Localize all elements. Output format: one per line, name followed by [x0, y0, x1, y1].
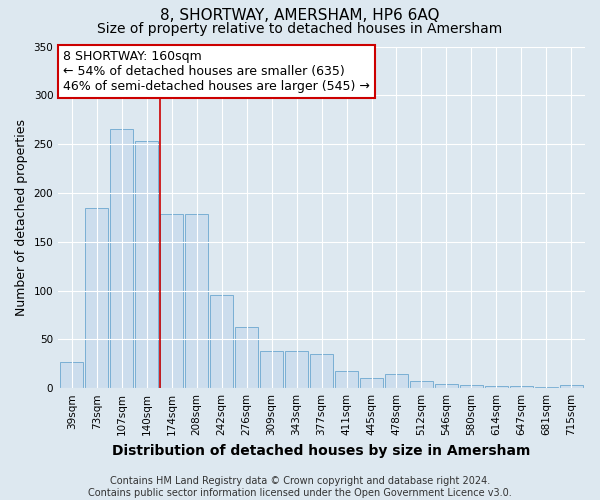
Bar	[435, 384, 458, 388]
Bar	[460, 386, 483, 388]
Bar	[85, 208, 109, 388]
Bar	[260, 351, 283, 388]
Bar	[310, 354, 333, 388]
Bar	[410, 382, 433, 388]
Text: 8 SHORTWAY: 160sqm
← 54% of detached houses are smaller (635)
46% of semi-detach: 8 SHORTWAY: 160sqm ← 54% of detached hou…	[64, 50, 370, 93]
Bar	[235, 326, 258, 388]
Text: 8, SHORTWAY, AMERSHAM, HP6 6AQ: 8, SHORTWAY, AMERSHAM, HP6 6AQ	[160, 8, 440, 22]
X-axis label: Distribution of detached houses by size in Amersham: Distribution of detached houses by size …	[112, 444, 531, 458]
Bar	[360, 378, 383, 388]
Bar	[560, 386, 583, 388]
Bar	[485, 386, 508, 388]
Y-axis label: Number of detached properties: Number of detached properties	[15, 119, 28, 316]
Bar	[136, 141, 158, 388]
Bar	[385, 374, 408, 388]
Text: Size of property relative to detached houses in Amersham: Size of property relative to detached ho…	[97, 22, 503, 36]
Text: Contains HM Land Registry data © Crown copyright and database right 2024.
Contai: Contains HM Land Registry data © Crown c…	[88, 476, 512, 498]
Bar	[210, 296, 233, 388]
Bar	[185, 214, 208, 388]
Bar	[335, 370, 358, 388]
Bar	[61, 362, 83, 388]
Bar	[160, 214, 183, 388]
Bar	[535, 387, 558, 388]
Bar	[285, 351, 308, 388]
Bar	[510, 386, 533, 388]
Bar	[110, 130, 133, 388]
